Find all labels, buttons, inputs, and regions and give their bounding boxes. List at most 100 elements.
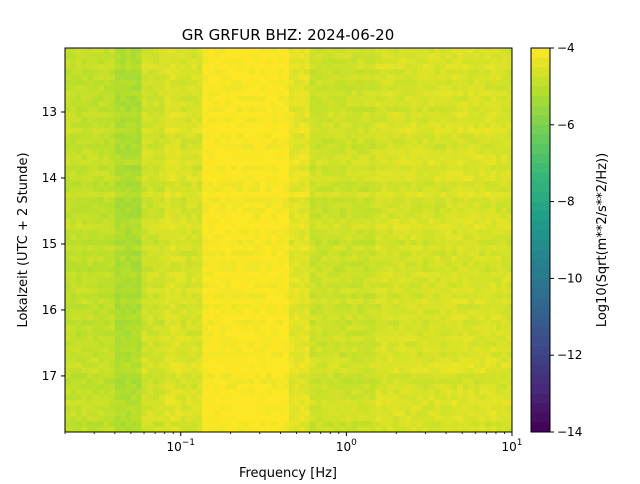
heatmap-cell <box>479 144 486 150</box>
heatmap-cell <box>321 224 329 230</box>
heatmap-cell <box>399 90 406 97</box>
heatmap-cell <box>271 352 278 358</box>
heatmap-cell <box>254 122 261 129</box>
heatmap-cell <box>213 133 221 140</box>
heatmap-cell <box>451 90 458 97</box>
heatmap-cell <box>136 224 142 230</box>
heatmap-cell <box>363 144 370 150</box>
heatmap-cell <box>339 368 346 374</box>
heatmap-cell <box>451 117 458 124</box>
heatmap-cell <box>375 362 382 369</box>
heatmap-cell <box>288 352 295 358</box>
heatmap-cell <box>375 106 382 113</box>
heatmap-cell <box>191 288 198 294</box>
heatmap-cell <box>225 304 232 310</box>
heatmap-cell <box>473 106 480 113</box>
heatmap-cell <box>76 304 83 310</box>
heatmap-cell <box>468 368 475 374</box>
heatmap-cell <box>451 96 458 102</box>
heatmap-cell <box>225 90 232 97</box>
heatmap-cell <box>428 266 435 273</box>
heatmap-cell <box>158 288 166 294</box>
heatmap-cell <box>315 213 323 220</box>
heatmap-cell <box>202 122 209 129</box>
heatmap-cell <box>416 85 423 92</box>
heatmap-cell <box>202 176 209 182</box>
heatmap-cell <box>147 122 154 129</box>
heatmap-cell <box>225 160 232 166</box>
heatmap-cell <box>254 58 261 65</box>
heatmap-cell <box>186 64 192 70</box>
heatmap-cell <box>327 277 334 284</box>
heatmap-cell <box>495 330 502 337</box>
heatmap-cell <box>120 378 126 385</box>
heatmap-cell <box>225 224 232 230</box>
heatmap-cell <box>92 341 99 348</box>
heatmap-cell <box>451 240 458 246</box>
heatmap-cell <box>153 309 160 316</box>
heatmap-cell <box>130 96 137 102</box>
heatmap-cell <box>254 186 261 193</box>
heatmap-cell <box>451 80 458 86</box>
heatmap-cell <box>170 277 176 284</box>
heatmap-cell <box>404 144 412 150</box>
heatmap-cell <box>103 74 110 81</box>
heatmap-cell <box>321 85 329 92</box>
heatmap-cell <box>457 362 464 369</box>
heatmap-cell <box>81 138 88 145</box>
heatmap-cell <box>399 224 406 230</box>
heatmap-cell <box>351 362 358 369</box>
heatmap-cell <box>81 261 88 268</box>
heatmap-cell <box>399 176 406 182</box>
heatmap-cell <box>136 293 142 300</box>
heatmap-cell <box>462 266 469 273</box>
heatmap-cell <box>387 218 394 225</box>
heatmap-cell <box>375 74 382 81</box>
heatmap-cell <box>351 186 358 193</box>
heatmap-cell <box>103 85 110 92</box>
heatmap-cell <box>484 240 491 246</box>
heatmap-cell <box>277 101 284 108</box>
heatmap-cell <box>248 112 255 118</box>
heatmap-cell <box>484 154 491 161</box>
heatmap-cell <box>387 90 394 97</box>
heatmap-cell <box>158 192 166 198</box>
heatmap-cell <box>339 138 346 145</box>
heatmap-cell <box>327 208 334 214</box>
heatmap-cell <box>70 357 77 364</box>
heatmap-cell <box>369 202 376 209</box>
heatmap-cell <box>147 304 154 310</box>
heatmap-cell <box>451 176 458 182</box>
heatmap-cell <box>468 197 475 204</box>
heatmap-cell <box>147 261 154 268</box>
heatmap-cell <box>92 192 99 198</box>
heatmap-cell <box>299 117 305 124</box>
heatmap-cell <box>277 336 284 342</box>
heatmap-cell <box>399 160 406 166</box>
heatmap-cell <box>434 186 441 193</box>
heatmap-cell <box>277 69 284 76</box>
heatmap-cell <box>399 325 406 332</box>
heatmap-cell <box>236 149 244 156</box>
heatmap-cell <box>170 362 176 369</box>
heatmap-cell <box>81 373 88 380</box>
heatmap-cell <box>141 282 148 289</box>
heatmap-cell <box>428 96 435 102</box>
heatmap-cell <box>399 138 406 145</box>
heatmap-cell <box>231 314 238 321</box>
heatmap-cell <box>180 373 187 380</box>
heatmap-cell <box>321 261 329 268</box>
heatmap-cell <box>490 58 497 65</box>
heatmap-cell <box>451 352 458 358</box>
heatmap-cell <box>399 53 406 60</box>
heatmap-cell <box>103 314 110 321</box>
heatmap-cell <box>363 160 370 166</box>
heatmap-cell <box>147 352 154 358</box>
heatmap-cell <box>81 106 88 113</box>
heatmap-cell <box>369 208 376 214</box>
heatmap-cell <box>242 48 249 54</box>
heatmap-cell <box>191 357 198 364</box>
heatmap-cell <box>457 352 464 358</box>
heatmap-cell <box>248 186 255 193</box>
heatmap-cell <box>462 309 469 316</box>
